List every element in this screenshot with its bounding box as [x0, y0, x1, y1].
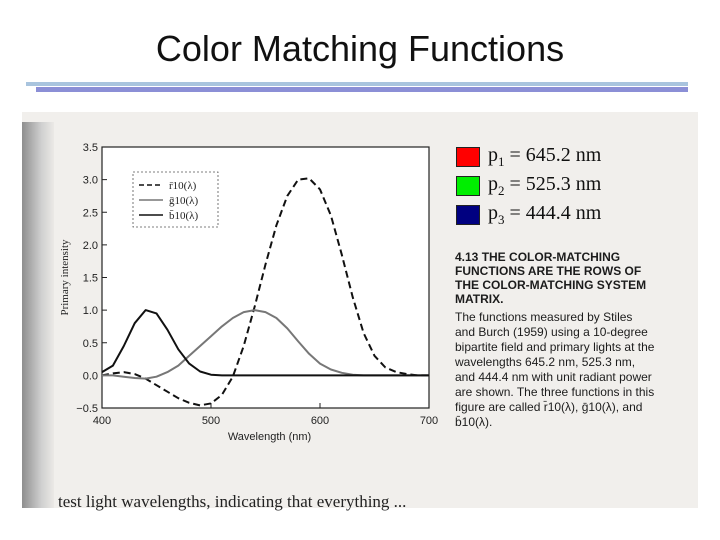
- primary-value-3: = 444.4 nm: [504, 201, 602, 224]
- x-tick-label: 700: [420, 415, 438, 427]
- primary-swatch-red: [456, 146, 480, 167]
- series-line-1: [101, 177, 429, 407]
- x-tick-label: 400: [93, 415, 111, 427]
- x-axis-label: Wavelength (nm): [228, 431, 311, 443]
- primary-symbol-2: p: [488, 172, 498, 195]
- y-tick-label: −0.5: [76, 403, 98, 415]
- series-line-3: [101, 309, 429, 377]
- primary-row-3: p3 = 444.4 nm: [456, 200, 601, 229]
- primary-row-1: p1 = 645.2 nm: [456, 142, 601, 171]
- figure-caption: 4.13 THE COLOR-MATCHING FUNCTIONS ARE TH…: [455, 250, 655, 430]
- primary-sub-2: 2: [498, 182, 505, 198]
- primary-label-2: p2 = 525.3 nm: [488, 173, 601, 199]
- caption-body: The functions measured by Stiles and Bur…: [455, 310, 655, 429]
- primary-symbol-1: p: [488, 143, 498, 166]
- primary-value-2: = 525.3 nm: [504, 172, 602, 195]
- page-binding-edge: [22, 122, 54, 508]
- primary-swatch-green: [456, 175, 480, 196]
- x-tick-label: 500: [202, 415, 220, 427]
- y-axis-label: Primary intensity: [59, 239, 71, 316]
- primary-sub-3: 3: [498, 211, 505, 227]
- primary-swatch-blue: [456, 204, 480, 225]
- page-bottom-text: test light wavelengths, indicating that …: [58, 492, 407, 511]
- legend-label-2: ḡ10(λ): [169, 195, 198, 207]
- slide-title: Color Matching Functions: [155, 28, 565, 69]
- y-tick-label: 2.5: [83, 207, 98, 219]
- y-tick-label: 3.0: [83, 175, 98, 187]
- y-tick-label: 2.0: [83, 240, 98, 252]
- title-underline-bottom: [36, 87, 688, 92]
- primary-value-1: = 645.2 nm: [504, 143, 602, 166]
- y-tick-label: 1.5: [83, 273, 98, 285]
- title-underline-top: [26, 82, 688, 86]
- primary-sub-1: 1: [498, 153, 505, 169]
- y-tick-label: 0.5: [83, 338, 98, 350]
- y-tick-label: 0.0: [83, 370, 98, 382]
- primaries-legend: p1 = 645.2 nm p2 = 525.3 nm p3 = 444.4 n…: [456, 142, 601, 229]
- primary-symbol-3: p: [488, 201, 498, 224]
- x-tick-label: 600: [311, 415, 329, 427]
- y-tick-label: 1.0: [83, 305, 98, 317]
- primary-row-2: p2 = 525.3 nm: [456, 171, 601, 200]
- title-underline: [26, 82, 688, 92]
- legend-label-3: b̄10(λ): [169, 210, 198, 222]
- caption-heading: 4.13 THE COLOR-MATCHING FUNCTIONS ARE TH…: [455, 250, 647, 306]
- legend-label-1: r̄10(λ): [169, 180, 197, 192]
- primary-label-1: p1 = 645.2 nm: [488, 144, 601, 170]
- y-tick-label: 3.5: [83, 142, 98, 154]
- primary-label-3: p3 = 444.4 nm: [488, 202, 601, 228]
